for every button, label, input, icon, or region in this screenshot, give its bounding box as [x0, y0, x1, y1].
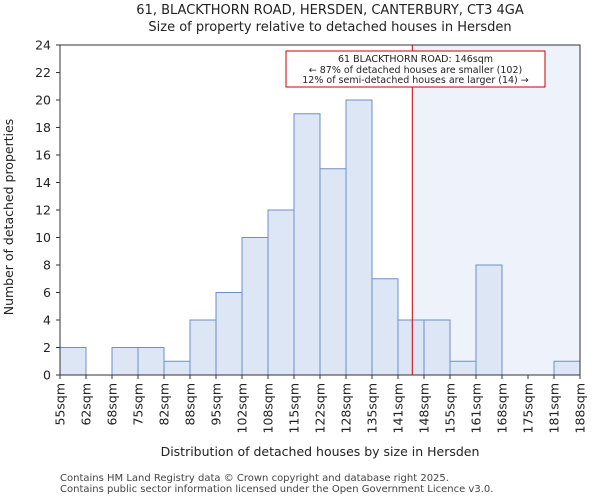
annotation: 61 BLACKTHORN ROAD: 146sqm ← 87% of deta…: [285, 50, 546, 88]
x-tick-label: 95sqm: [209, 383, 224, 426]
y-tick-label: 10: [35, 230, 51, 245]
bar-68sqm: [111, 347, 139, 376]
y-tick-label: 8: [43, 258, 51, 273]
x-tick-label: 88sqm: [183, 383, 198, 426]
bar-82sqm: [163, 360, 191, 376]
x-tick-label: 168sqm: [495, 383, 510, 433]
bar-88sqm: [189, 319, 217, 376]
x-tick-label: 181sqm: [547, 383, 562, 433]
footer-line-2: Contains public sector information licen…: [60, 484, 494, 495]
x-tick-label: 68sqm: [105, 383, 120, 426]
bar-135sqm: [371, 278, 399, 376]
x-tick-label: 188sqm: [573, 383, 588, 433]
x-tick-label: 148sqm: [417, 383, 432, 433]
bar-108sqm: [267, 209, 295, 376]
footer-line-1: Contains HM Land Registry data © Crown c…: [60, 473, 449, 484]
bar-122sqm: [319, 168, 347, 376]
bar-161sqm: [475, 264, 503, 376]
x-tick-label: 108sqm: [261, 383, 276, 433]
y-tick-label: 16: [35, 148, 51, 163]
x-tick-label: 82sqm: [157, 383, 172, 426]
x-tick-label: 155sqm: [443, 383, 458, 433]
x-tick-label: 128sqm: [339, 383, 354, 433]
chart-subtitle: Size of property relative to detached ho…: [148, 20, 511, 35]
x-tick-label: 161sqm: [469, 383, 484, 433]
annotation-box: [285, 50, 546, 88]
x-tick-label: 62sqm: [79, 383, 94, 426]
y-tick-label: 2: [43, 340, 51, 355]
bar-148sqm: [423, 319, 451, 376]
y-tick-label: 22: [35, 65, 51, 80]
annotation-line-3: 12% of semi-detached houses are larger (…: [302, 75, 529, 86]
x-tick-label: 141sqm: [391, 383, 406, 433]
bar-155sqm: [449, 360, 477, 376]
y-tick-label: 4: [43, 313, 51, 328]
x-axis: 55sqm 62sqm 68sqm 75sqm 82sqm 88sqm 95sqm 102sq…: [53, 375, 588, 433]
x-tick-label: 115sqm: [287, 383, 302, 433]
y-tick-label: 24: [35, 38, 51, 53]
bar-128sqm: [345, 99, 373, 376]
x-tick-label: 55sqm: [53, 383, 68, 426]
y-tick-label: 18: [35, 120, 51, 135]
y-tick-label: 14: [35, 175, 51, 190]
y-tick-label: 12: [35, 203, 51, 218]
x-tick-label: 122sqm: [313, 383, 328, 433]
bar-102sqm: [241, 237, 269, 376]
bar-141sqm: [397, 319, 425, 376]
y-axis-label: Number of detached properties: [1, 119, 16, 316]
bars: [59, 99, 581, 376]
annotation-line-1: 61 BLACKTHORN ROAD: 146sqm: [338, 54, 493, 65]
x-tick-label: 135sqm: [365, 383, 380, 433]
x-tick-label: 175sqm: [521, 383, 536, 433]
bar-181sqm: [553, 360, 581, 376]
x-tick-label: 102sqm: [235, 383, 250, 433]
chart-title: 61, BLACKTHORN ROAD, HERSDEN, CANTERBURY…: [136, 3, 524, 18]
bar-115sqm: [293, 113, 321, 376]
bar-95sqm: [215, 292, 243, 376]
y-tick-label: 0: [43, 368, 51, 383]
y-tick-label: 6: [43, 285, 51, 300]
x-axis-label: Distribution of detached houses by size …: [161, 444, 480, 459]
annotation-line-2: ← 87% of detached houses are smaller (10…: [309, 65, 522, 76]
x-tick-label: 75sqm: [131, 383, 146, 426]
bar-75sqm: [137, 347, 165, 376]
bar-55sqm: [59, 347, 87, 376]
y-tick-label: 20: [35, 93, 51, 108]
